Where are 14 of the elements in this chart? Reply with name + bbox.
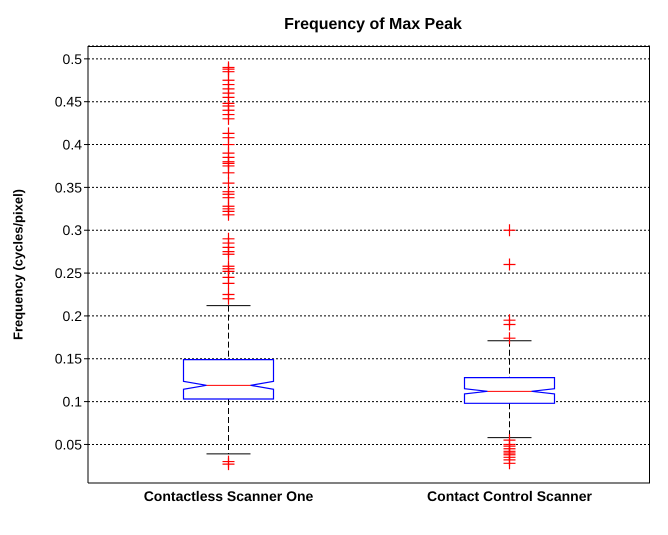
x-tick-label: Contact Control Scanner: [427, 488, 592, 504]
y-tick-label: 0.2: [62, 308, 82, 324]
y-tick-label: 0.15: [54, 350, 82, 367]
y-tick-label: 0.45: [54, 94, 82, 110]
y-tick-label: 0.1: [62, 394, 82, 410]
y-tick-label: 0.25: [54, 265, 82, 282]
x-tick-label: Contactless Scanner One: [144, 488, 314, 504]
y-tick-label: 0.3: [62, 222, 82, 238]
y-tick-label: 0.4: [62, 136, 82, 153]
y-axis-title: Frequency (cycles/pixel): [10, 188, 26, 340]
y-tick-label: 0.5: [62, 50, 82, 67]
y-tick-label: 0.05: [54, 436, 82, 452]
chart-title: Frequency of Max Peak: [283, 16, 463, 34]
y-tick-label: 0.35: [54, 179, 82, 196]
